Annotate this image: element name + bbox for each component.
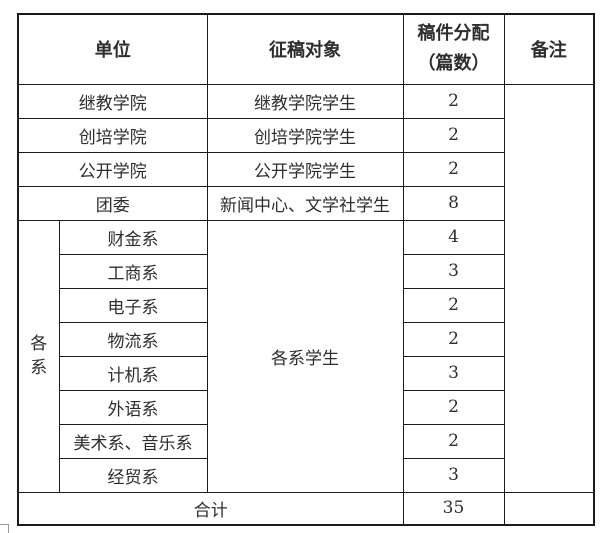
table-row: 创培学院 创培学院学生 2: [17, 117, 594, 153]
count-cell: 2: [402, 321, 505, 357]
count-cell: 2: [402, 389, 505, 425]
count-cell: 8: [402, 185, 505, 221]
target-cell: 创培学院学生: [206, 117, 404, 153]
header-unit: 单位: [17, 13, 208, 85]
total-label-cell: 合计: [17, 491, 404, 526]
count-cell: 3: [402, 253, 505, 289]
group-label: 各系: [30, 334, 48, 378]
total-count-cell: 35: [402, 491, 505, 526]
table-row: 计机系 3: [18, 355, 594, 391]
header-allocation-line2: （篇数）: [417, 53, 490, 75]
count-cell: 2: [402, 83, 505, 119]
count-cell: 2: [402, 423, 505, 459]
header-target: 征稿对象: [206, 13, 404, 85]
table-row: 美术系、音乐系 2: [18, 423, 594, 459]
table-row: 外语系 2: [18, 389, 594, 425]
table-row: 工商系 3: [18, 253, 594, 289]
page-corner-artifact: [0, 524, 9, 533]
count-cell: 2: [402, 117, 505, 153]
allocation-table: 单位 征稿对象 稿件分配 （篇数） 备注 继教学院 继教学院学生 2 创培学院 …: [17, 13, 595, 526]
dept-cell: 物流系: [58, 321, 208, 357]
table-row: 电子系 2: [18, 287, 594, 323]
dept-cell: 计机系: [58, 355, 208, 391]
table-row: 团委 新闻中心、文学社学生 8: [17, 185, 594, 221]
count-cell: 2: [402, 151, 505, 187]
count-cell: 2: [402, 287, 505, 323]
dept-cell: 美术系、音乐系: [58, 423, 208, 459]
count-cell: 3: [402, 457, 505, 493]
table-row: 继教学院 继教学院学生 2: [17, 83, 595, 493]
unit-cell: 团委: [17, 185, 208, 221]
header-row: 单位 征稿对象 稿件分配 （篇数） 备注: [17, 13, 595, 85]
dept-cell: 经贸系: [58, 457, 208, 493]
dept-cell: 电子系: [58, 287, 208, 323]
header-allocation: 稿件分配 （篇数）: [402, 13, 505, 85]
group-target-cell: 各系学生: [206, 219, 404, 493]
unit-cell: 继教学院: [17, 83, 208, 119]
target-cell: 公开学院学生: [206, 151, 404, 187]
unit-cell: 创培学院: [17, 117, 208, 153]
unit-cell: 公开学院: [17, 151, 208, 187]
dept-cell: 外语系: [58, 389, 208, 425]
target-cell: 新闻中心、文学社学生: [206, 185, 404, 221]
dept-cell: 财金系: [58, 219, 208, 255]
header-allocation-line1: 稿件分配: [417, 23, 490, 45]
dept-cell: 工商系: [58, 253, 208, 289]
remark-cell: [503, 83, 595, 493]
count-cell: 4: [402, 219, 505, 255]
total-remark-cell: [503, 491, 595, 526]
group-label-cell: 各系: [17, 219, 60, 493]
table-row: 物流系 2: [18, 321, 594, 357]
count-cell: 3: [402, 355, 505, 391]
table-row: 经贸系 3: [18, 457, 594, 493]
target-cell: 继教学院学生: [206, 83, 404, 119]
total-row: 合计 35: [17, 491, 595, 526]
header-remark: 备注: [503, 13, 595, 85]
